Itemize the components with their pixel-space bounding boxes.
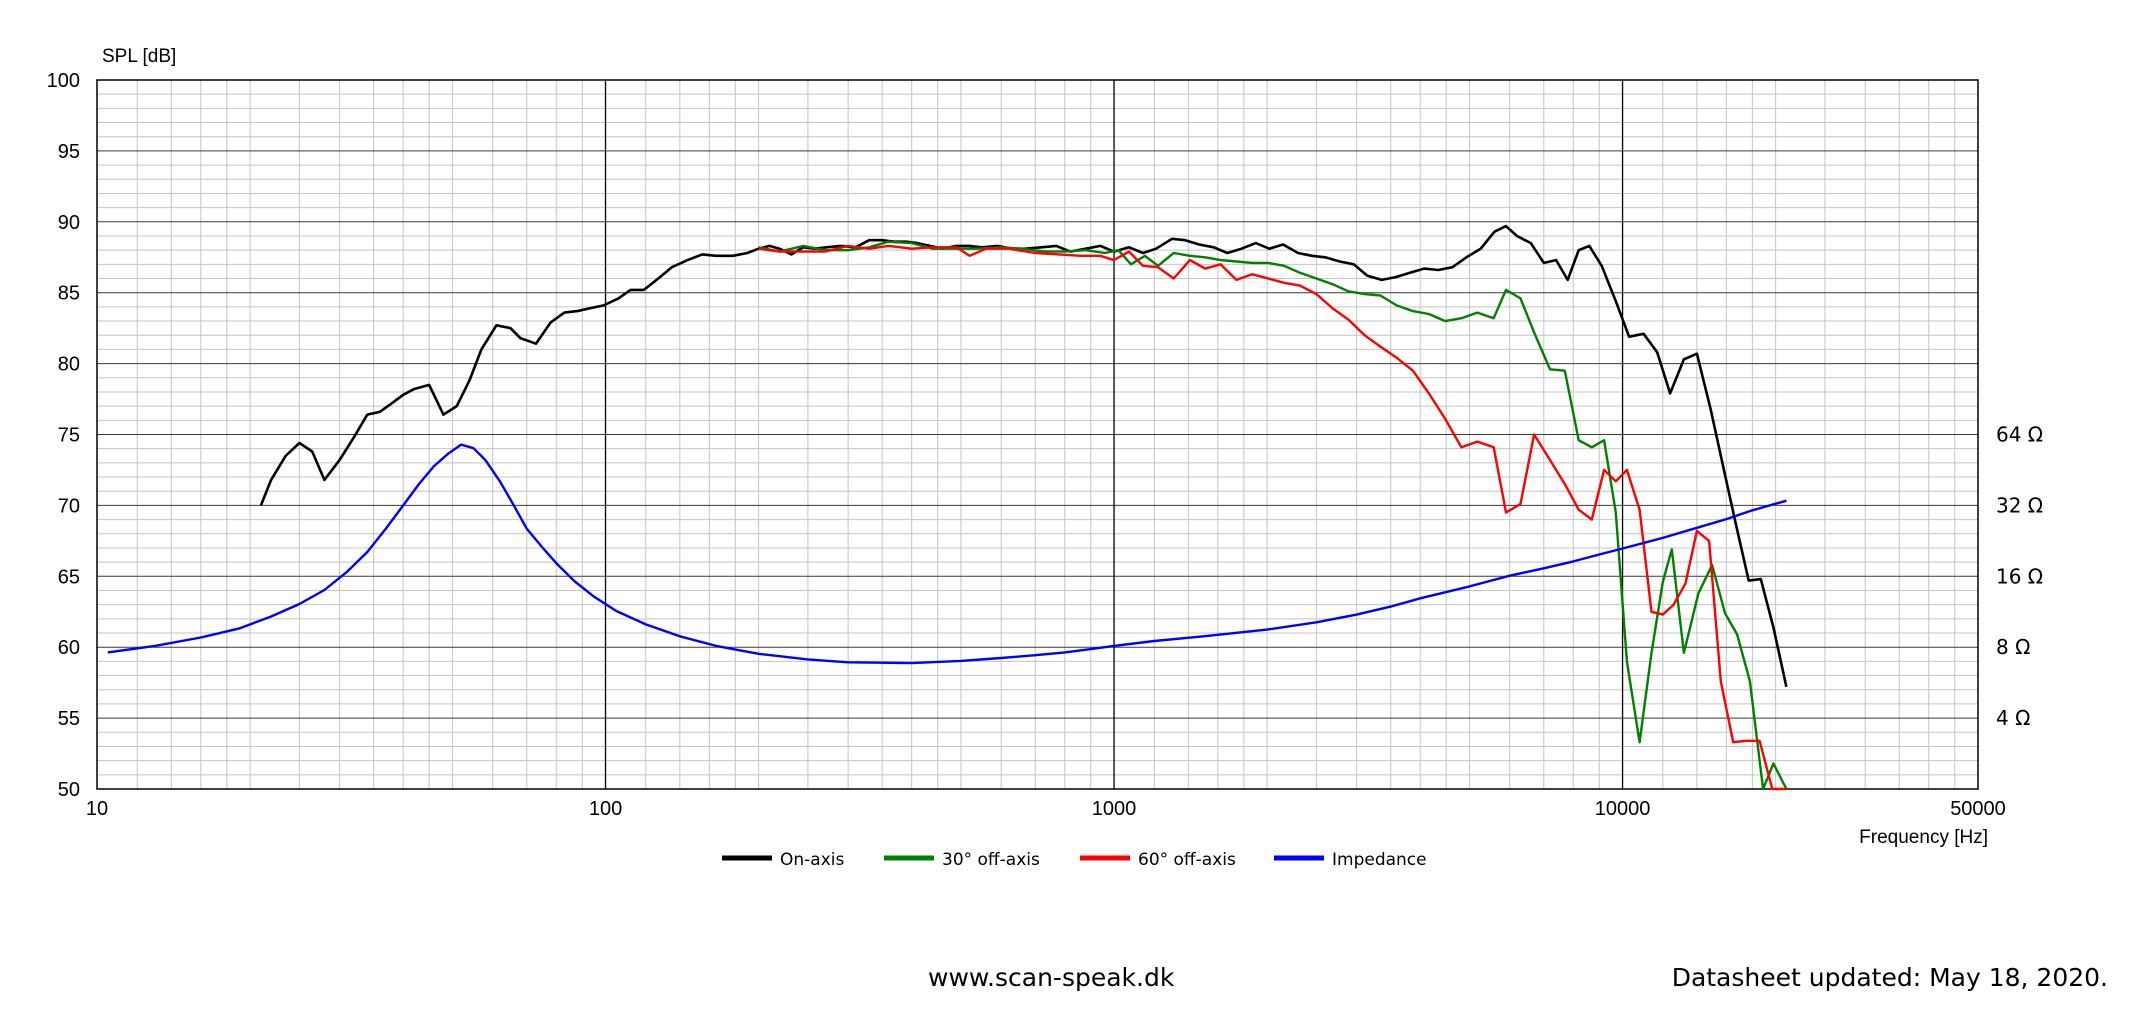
series-line-60-off-axis: [758, 244, 1787, 791]
frequency-tick-label: 50000: [1950, 798, 2006, 820]
spl-tick-labels: 100 95 90 85 80 75 70 65 60 55 50: [47, 70, 80, 801]
spl-tick-label: 80: [58, 354, 80, 376]
legend-label: 60° off-axis: [1138, 850, 1236, 870]
impedance-tick-label: 64 Ω: [1996, 423, 2043, 447]
spl-tick-label: 95: [58, 141, 80, 163]
spl-tick-label: 60: [58, 637, 80, 659]
spl-tick-label: 75: [58, 425, 80, 447]
y-axis-label: SPL [dB]: [102, 46, 176, 67]
spl-tick-label: 65: [58, 566, 80, 588]
legend: On-axis 30° off-axis 60° off-axis Impedance: [722, 850, 1427, 870]
frequency-tick-label: 1000: [1092, 798, 1137, 820]
spl-tick-label: 55: [58, 708, 80, 730]
impedance-tick-label: 32 Ω: [1996, 493, 2043, 517]
spl-tick-label: 90: [58, 212, 80, 234]
frequency-tick-label: 10000: [1595, 798, 1651, 820]
legend-label: On-axis: [780, 850, 844, 870]
plot-frame: [96, 79, 1979, 790]
legend-label: Impedance: [1332, 850, 1427, 870]
datasheet-updated: Datasheet updated: May 18, 2020.: [1671, 963, 2108, 992]
series-line-on-axis: [259, 224, 1788, 688]
impedance-tick-label: 16 Ω: [1996, 564, 2043, 588]
spl-tick-label: 85: [58, 283, 80, 305]
impedance-tick-label: 8 Ω: [1996, 635, 2030, 659]
legend-label: 30° off-axis: [942, 850, 1040, 870]
frequency-tick-label: 10: [86, 798, 108, 820]
impedance-tick-labels: 64 Ω 32 Ω 16 Ω 8 Ω 4 Ω: [1996, 423, 2043, 731]
spl-tick-label: 70: [58, 495, 80, 517]
x-axis-label: Frequency [Hz]: [1859, 827, 1988, 848]
frequency-tick-label: 100: [589, 798, 622, 820]
spl-tick-label: 50: [58, 779, 80, 801]
series-line-impedance: [107, 443, 1787, 665]
website-url: www.scan-speak.dk: [928, 963, 1175, 992]
frequency-tick-labels: 10 100 1000 10000 50000: [86, 798, 2006, 820]
series-line-30-off-axis: [758, 240, 1788, 791]
spl-tick-label: 100: [47, 70, 80, 92]
impedance-tick-label: 4 Ω: [1996, 706, 2030, 730]
major-grid: [97, 80, 1978, 789]
series-layer: [107, 224, 1788, 791]
